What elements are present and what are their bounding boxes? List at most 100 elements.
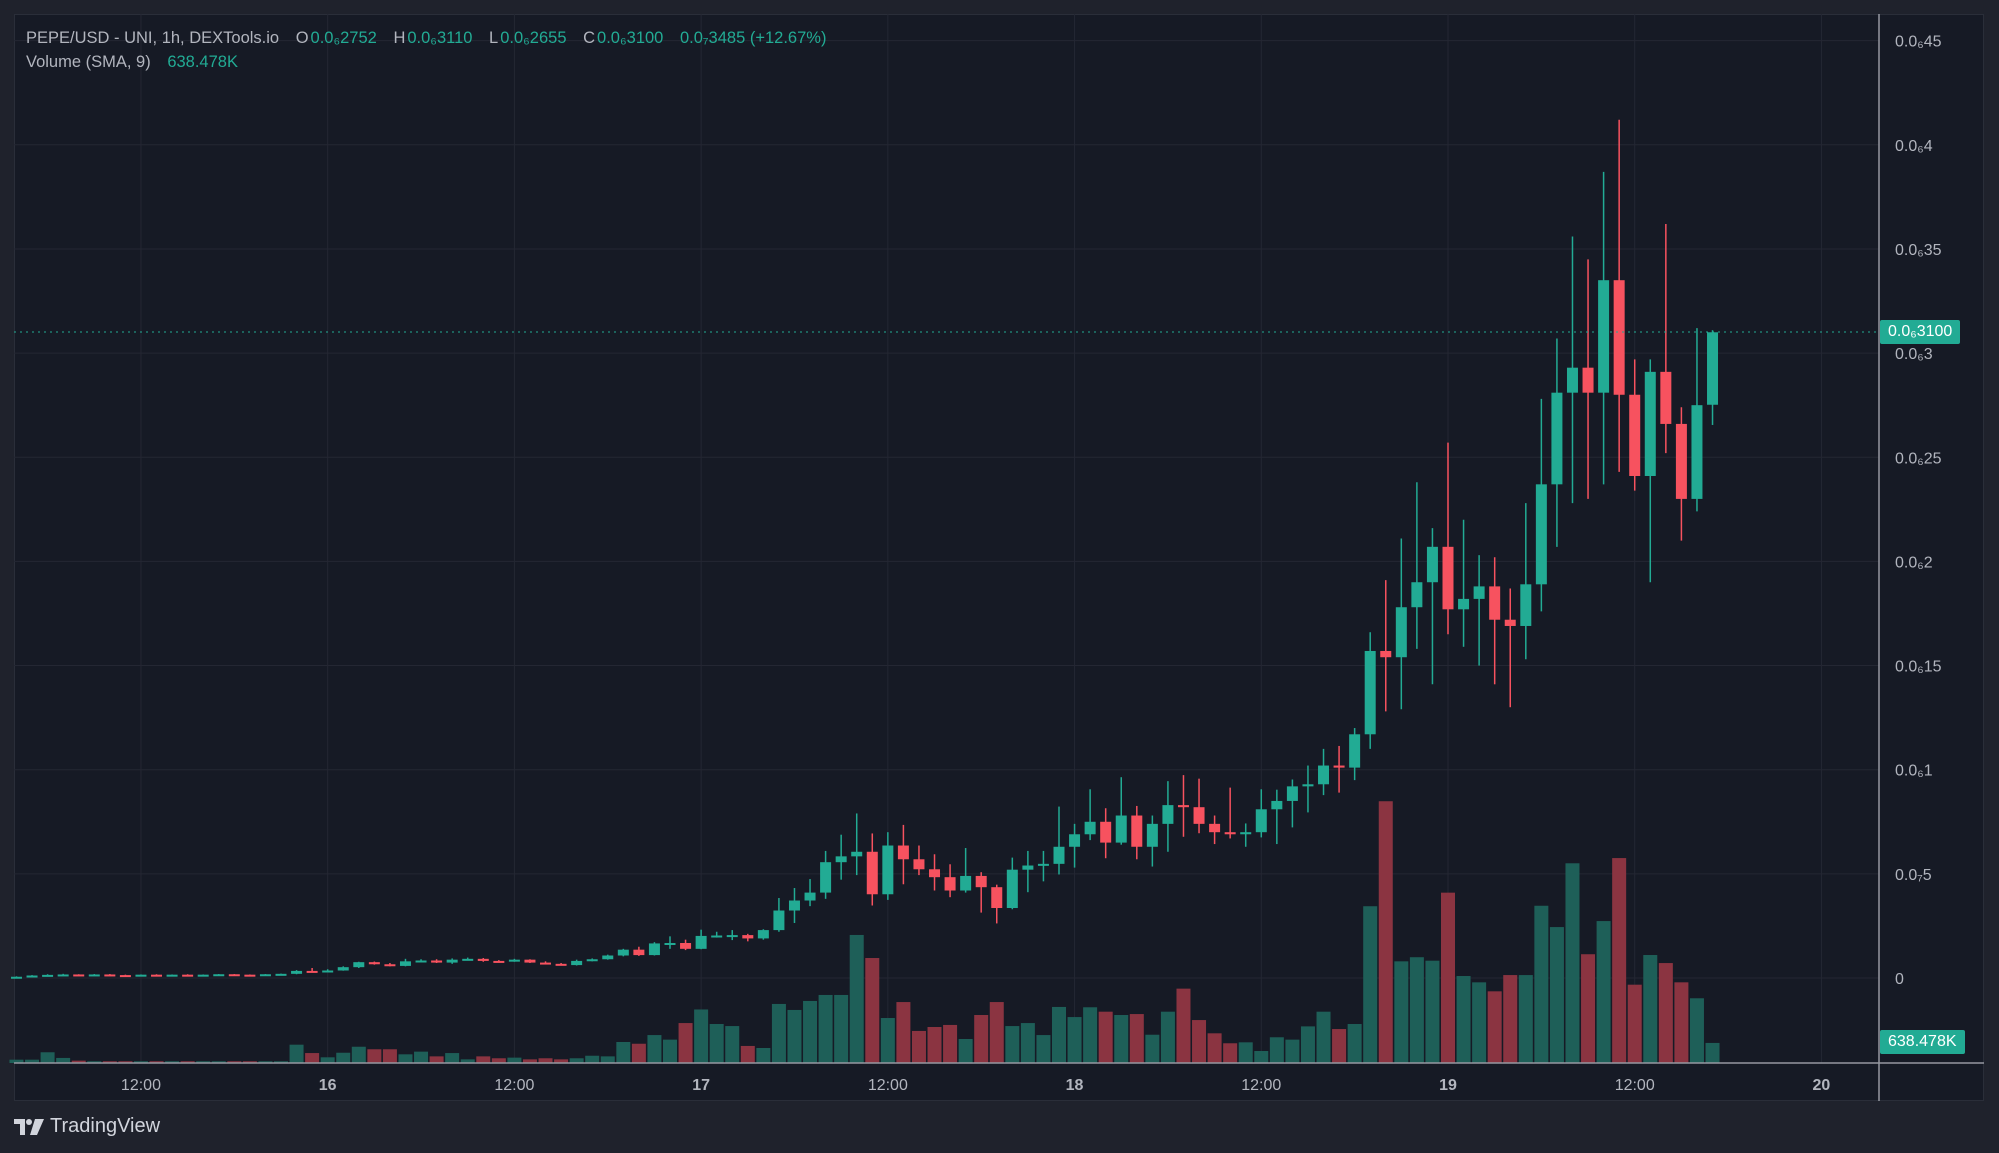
candle[interactable] bbox=[384, 963, 396, 967]
candle[interactable] bbox=[991, 884, 1003, 924]
candle[interactable] bbox=[1582, 259, 1594, 499]
candle[interactable] bbox=[197, 974, 209, 977]
candle[interactable] bbox=[1115, 777, 1127, 845]
candle[interactable] bbox=[42, 974, 54, 977]
candle[interactable] bbox=[788, 888, 800, 924]
candle[interactable] bbox=[773, 898, 785, 932]
candle[interactable] bbox=[1442, 442, 1454, 635]
candle[interactable] bbox=[1224, 787, 1236, 839]
candle[interactable] bbox=[1131, 805, 1143, 860]
candle[interactable] bbox=[1380, 580, 1392, 712]
candle[interactable] bbox=[1535, 398, 1547, 612]
candle[interactable] bbox=[10, 976, 22, 979]
candle[interactable] bbox=[228, 974, 240, 977]
candle[interactable] bbox=[1333, 745, 1345, 793]
candle[interactable] bbox=[1411, 482, 1423, 649]
candle[interactable] bbox=[1520, 503, 1532, 660]
candle[interactable] bbox=[851, 813, 863, 876]
candle[interactable] bbox=[462, 957, 474, 961]
candle[interactable] bbox=[1707, 330, 1719, 425]
candle[interactable] bbox=[1504, 588, 1516, 708]
candle[interactable] bbox=[1473, 555, 1485, 666]
candle[interactable] bbox=[26, 975, 38, 978]
candle[interactable] bbox=[555, 963, 567, 966]
candle[interactable] bbox=[259, 974, 271, 977]
candle[interactable] bbox=[726, 930, 738, 941]
volume-label[interactable]: Volume (SMA, 9) bbox=[26, 53, 151, 71]
candle[interactable] bbox=[57, 973, 69, 977]
candle[interactable] bbox=[151, 974, 163, 977]
candle[interactable] bbox=[1177, 775, 1189, 837]
candle[interactable] bbox=[975, 872, 987, 913]
candle[interactable] bbox=[1551, 338, 1563, 547]
candle[interactable] bbox=[960, 848, 972, 893]
candle[interactable] bbox=[1644, 359, 1656, 583]
candle[interactable] bbox=[1037, 850, 1049, 882]
candle[interactable] bbox=[929, 854, 941, 891]
candle[interactable] bbox=[1302, 765, 1314, 813]
candle[interactable] bbox=[1675, 407, 1687, 541]
candle[interactable] bbox=[602, 954, 614, 960]
candle[interactable] bbox=[866, 833, 878, 906]
symbol-title[interactable]: PEPE/USD - UNI, 1h, DEXTools.io bbox=[26, 29, 280, 47]
candle[interactable] bbox=[1100, 808, 1112, 859]
candle[interactable] bbox=[1006, 857, 1018, 910]
candle[interactable] bbox=[1629, 359, 1641, 491]
candle[interactable] bbox=[119, 974, 131, 978]
candle[interactable] bbox=[648, 942, 660, 956]
candle[interactable] bbox=[1022, 850, 1034, 893]
candle[interactable] bbox=[571, 959, 583, 966]
candle[interactable] bbox=[88, 974, 100, 977]
candle[interactable] bbox=[291, 970, 303, 975]
candle[interactable] bbox=[1053, 806, 1065, 875]
candle[interactable] bbox=[182, 974, 194, 977]
price-axis[interactable]: 0 0.0₇5 0.0₆1 0.0₆15 0.0₆2 0.0₆25 0.0₆3 0.0₆35 0… bbox=[1895, 34, 1942, 988]
candle[interactable] bbox=[1566, 236, 1578, 504]
candle[interactable] bbox=[617, 948, 629, 957]
candle[interactable] bbox=[1489, 557, 1501, 685]
candle[interactable] bbox=[1255, 789, 1267, 838]
candle[interactable] bbox=[275, 973, 287, 976]
candle[interactable] bbox=[897, 824, 909, 885]
candle[interactable] bbox=[804, 879, 816, 907]
candle[interactable] bbox=[664, 936, 676, 949]
candle[interactable] bbox=[1349, 728, 1361, 781]
candle[interactable] bbox=[913, 845, 925, 876]
candle[interactable] bbox=[586, 958, 598, 962]
candle[interactable] bbox=[1318, 748, 1330, 796]
candle[interactable] bbox=[633, 946, 645, 956]
candle[interactable] bbox=[1691, 328, 1703, 512]
candle[interactable] bbox=[166, 974, 178, 977]
candle[interactable] bbox=[431, 959, 443, 964]
candle[interactable] bbox=[337, 966, 349, 971]
candle[interactable] bbox=[1162, 781, 1174, 852]
candle[interactable] bbox=[73, 974, 85, 977]
candle[interactable] bbox=[835, 834, 847, 880]
candle[interactable] bbox=[1598, 171, 1610, 485]
candle[interactable] bbox=[399, 958, 411, 967]
candle[interactable] bbox=[1395, 538, 1407, 710]
time-axis[interactable]: 12:00 16 12:00 17 12:00 18 12:00 19 12:00 20 bbox=[121, 1077, 1831, 1094]
candle[interactable] bbox=[1084, 789, 1096, 841]
candle[interactable] bbox=[944, 864, 956, 898]
candle[interactable] bbox=[1271, 789, 1283, 845]
candle[interactable] bbox=[742, 933, 754, 942]
candle[interactable] bbox=[711, 931, 723, 938]
candle[interactable] bbox=[1146, 815, 1158, 867]
candle[interactable] bbox=[695, 929, 707, 950]
candle[interactable] bbox=[493, 960, 505, 963]
candle[interactable] bbox=[1660, 223, 1672, 454]
candle[interactable] bbox=[524, 959, 536, 964]
candle[interactable] bbox=[1193, 778, 1205, 834]
candle[interactable] bbox=[1240, 823, 1252, 847]
candle[interactable] bbox=[1286, 779, 1298, 828]
candle[interactable] bbox=[680, 939, 692, 951]
candle[interactable] bbox=[244, 974, 256, 977]
candle[interactable] bbox=[1069, 823, 1081, 868]
candle[interactable] bbox=[540, 961, 552, 965]
candle[interactable] bbox=[1426, 528, 1438, 685]
candle[interactable] bbox=[820, 850, 832, 899]
candle[interactable] bbox=[306, 968, 318, 973]
candle[interactable] bbox=[1613, 119, 1625, 472]
